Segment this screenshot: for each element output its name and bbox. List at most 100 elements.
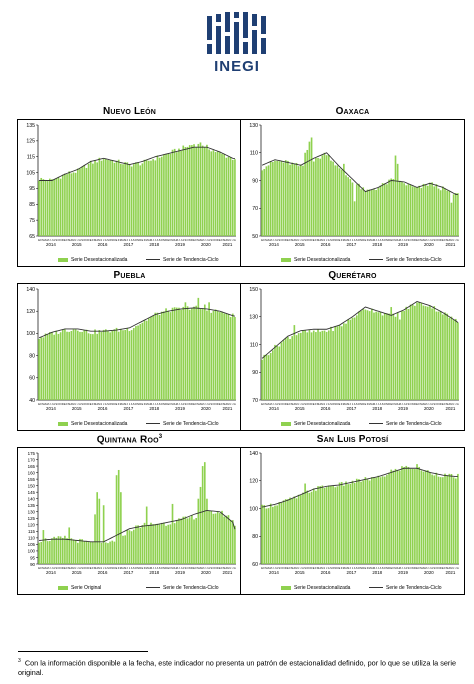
data-bar: [280, 502, 283, 564]
x-month-label: J: [77, 238, 79, 242]
data-bar: [360, 189, 362, 236]
x-month-label: D: [62, 566, 64, 570]
x-month-label: S: [382, 566, 384, 570]
data-bar: [72, 172, 75, 236]
data-bar: [422, 305, 425, 400]
x-month-label: J: [375, 566, 377, 570]
data-bar: [442, 314, 444, 400]
x-month-label: J: [401, 402, 403, 406]
x-month-label: F: [221, 238, 223, 242]
y-tick-label: 125: [26, 139, 35, 145]
x-month-label: N: [438, 238, 440, 242]
x-month-label: D: [440, 238, 442, 242]
x-month-label: N: [334, 566, 336, 570]
data-bar: [173, 523, 176, 564]
data-bar: [83, 541, 86, 564]
data-bar: [332, 331, 334, 400]
data-bar: [265, 166, 268, 236]
x-year-label: 2015: [295, 570, 305, 575]
y-tick-label: 110: [250, 342, 258, 348]
x-month-label: M: [317, 566, 319, 570]
data-bar: [195, 147, 198, 236]
data-bar: [454, 478, 457, 564]
data-bar: [221, 153, 223, 236]
data-bar: [212, 150, 215, 236]
data-bar: [135, 162, 137, 236]
data-bar: [379, 311, 382, 400]
y-tick-label: 100: [28, 549, 36, 554]
data-bar: [353, 201, 356, 236]
x-month-label: N: [137, 238, 139, 242]
x-month-label: D: [440, 402, 442, 406]
x-month-label: M: [146, 566, 148, 570]
data-bar: [158, 524, 161, 564]
x-month-label: F: [444, 402, 446, 406]
data-bar: [398, 319, 401, 400]
x-month-label: S: [304, 402, 306, 406]
data-bar: [137, 162, 139, 236]
data-bar: [405, 465, 408, 564]
data-bar: [139, 527, 142, 564]
legend-line-label: Serie de Tendencia-Ciclo: [163, 257, 219, 263]
x-month-label: M: [394, 566, 396, 570]
data-bar: [38, 542, 40, 564]
chart-panel-puebla: Puebla 40 60 80 100 120 140 E F M A M J J A S O N D E F M A M J J…: [17, 270, 242, 431]
data-bar: [115, 475, 118, 564]
data-bar: [216, 310, 219, 400]
x-month-label: J: [178, 402, 180, 406]
data-bar: [263, 505, 266, 564]
x-month-label: E: [339, 238, 341, 242]
data-bar: [302, 330, 304, 400]
y-tick-label: 150: [28, 483, 36, 488]
x-month-label: M: [197, 238, 199, 242]
x-month-label: F: [393, 238, 395, 242]
data-bar: [418, 302, 421, 400]
x-month-label: E: [116, 402, 118, 406]
x-month-label: D: [336, 402, 338, 406]
x-month-label: N: [360, 566, 362, 570]
x-month-label: E: [416, 566, 418, 570]
data-bar: [64, 535, 66, 564]
x-month-label: A: [423, 238, 425, 242]
data-bar: [139, 324, 142, 400]
x-month-label: A: [96, 402, 98, 406]
data-bar: [57, 536, 60, 564]
x-month-label: S: [408, 238, 410, 242]
data-bar: [59, 536, 62, 564]
x-month-label: A: [122, 238, 124, 242]
x-month-label: M: [72, 402, 74, 406]
data-bar: [109, 332, 111, 400]
x-month-label: O: [57, 402, 59, 406]
x-month-label: J: [230, 402, 232, 406]
x-month-label: A: [397, 238, 399, 242]
data-bar: [167, 524, 170, 564]
chart-title-text: Oaxaca: [335, 106, 370, 117]
data-bar: [377, 475, 380, 564]
data-bar: [89, 160, 92, 236]
x-month-label: O: [384, 402, 386, 406]
data-bar: [291, 162, 294, 236]
x-month-label: J: [453, 402, 455, 406]
x-month-label: F: [144, 402, 146, 406]
data-bar: [390, 469, 393, 564]
x-month-label: O: [161, 238, 163, 242]
x-month-label: D: [88, 238, 90, 242]
footnote-marker: 3: [18, 658, 21, 664]
data-bar: [383, 476, 386, 564]
legend-bar-swatch: [58, 585, 68, 590]
data-bar: [150, 160, 152, 236]
data-bar: [282, 500, 285, 564]
x-year-label: 2016: [98, 570, 108, 575]
x-month-label: A: [70, 566, 72, 570]
x-month-label: E: [38, 566, 40, 570]
x-year-label: 2019: [398, 570, 408, 575]
data-bar: [267, 355, 270, 400]
x-month-label: M: [291, 238, 293, 242]
x-month-label: M: [321, 402, 323, 406]
x-month-label: J: [378, 402, 380, 406]
legend-bar-series: Serie Desestacionalizada: [281, 257, 350, 263]
x-month-label: A: [131, 238, 133, 242]
x-month-label: O: [135, 402, 137, 406]
data-bar: [210, 312, 213, 400]
